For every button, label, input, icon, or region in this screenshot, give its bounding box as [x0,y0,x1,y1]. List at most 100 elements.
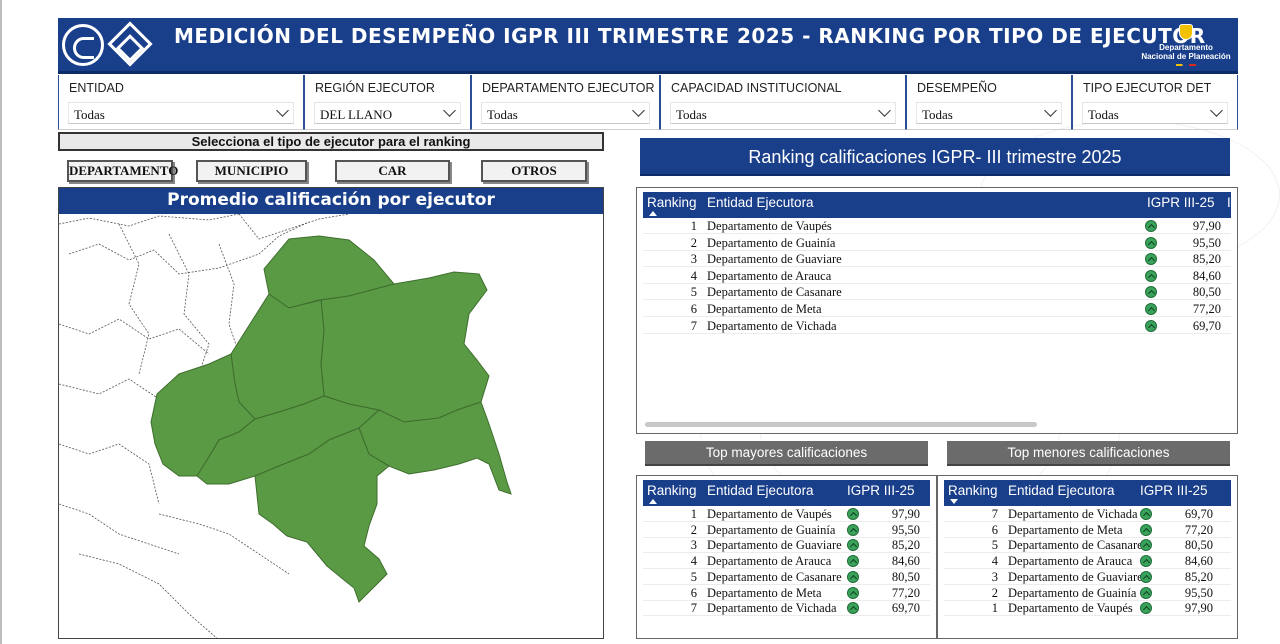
score-cell: 95,50 [1184,585,1213,600]
table-row[interactable]: 2 Departamento de Guainía 95,50 [643,522,930,538]
meta-shape [150,353,256,477]
boundary-line [320,299,325,397]
car-button[interactable]: CAR [335,160,450,182]
rank-cell: 1 [690,219,697,233]
map-panel: Promedio calificación por ejecutor [58,187,604,639]
col-igpr-header[interactable]: IGPR III-25 [1140,483,1208,498]
kpi-up-arrow-icon [1140,523,1152,536]
col-igpr-header[interactable]: IGPR III-25 [1147,195,1215,210]
filter-departamento-ejecutor: DEPARTAMENTO EJECUTOR Todas [471,75,660,130]
filter-label: DEPARTAMENTO EJECUTOR [482,81,655,95]
table-row[interactable]: 5 Departamento de Casanare 80,50 [643,284,1231,301]
table-row[interactable]: 7 Departamento de Vichada 69,70 [643,600,930,617]
capacidad-institucional-dropdown[interactable]: Todas [670,102,896,124]
rank-cell: 2 [991,585,998,600]
top-menores-button[interactable]: Top menores calificaciones [947,441,1230,466]
kpi-up-arrow-icon [1145,319,1157,332]
rank-cell: 2 [690,235,697,250]
table-row[interactable]: 5 Departamento de Casanare 80,50 [643,569,930,585]
entidad-dropdown[interactable]: Todas [68,102,294,124]
kpi-up-arrow-icon [847,602,859,615]
kpi-up-arrow-icon [847,555,859,568]
chevron-down-icon [632,104,645,117]
entity-cell: Departamento de Guaviare [707,252,842,267]
score-cell: 85,20 [1184,569,1213,584]
table-row[interactable]: 4 Departamento de Arauca 84,60 [643,268,1231,284]
rank-cell: 7 [690,601,697,616]
score-cell: 97,90 [891,507,920,521]
score-cell: 77,20 [1184,522,1213,537]
rank-cell: 3 [690,538,697,553]
ranking-table: Ranking Entidad Ejecutora IGPR III-25 I … [636,187,1238,434]
table-row[interactable]: 1 Departamento de Vaupés 97,90 [944,600,1231,617]
kpi-up-arrow-icon [1140,602,1152,615]
desempeno-dropdown[interactable]: Todas [916,102,1062,124]
window-edge [0,0,2,644]
filter-label: REGIÓN EJECUTOR [315,81,435,95]
score-cell: 69,70 [1184,507,1213,521]
table-row[interactable]: 1 Departamento de Vaupés 97,90 [643,506,930,522]
table-row[interactable]: 7 Departamento de Vichada 69,70 [944,506,1231,522]
sort-ascending-icon[interactable] [649,211,657,216]
kpi-up-arrow-icon [1145,220,1157,232]
entity-cell: Departamento de Arauca [707,554,832,569]
boundary-line [218,243,240,355]
col-entidad-header[interactable]: Entidad Ejecutora [1008,483,1115,498]
table-row[interactable]: 4 Departamento de Arauca 84,60 [944,553,1231,570]
departamento-ejecutor-dropdown[interactable]: Todas [481,102,650,124]
rank-cell: 3 [991,569,998,584]
table-row[interactable]: 3 Departamento de Guaviare 85,20 [643,251,1231,268]
rank-cell: 7 [991,507,998,521]
selector-title: Selecciona el tipo de ejecutor para el r… [58,132,604,151]
top-mayores-button[interactable]: Top mayores calificaciones [645,441,928,466]
entity-cell: Departamento de Guaviare [1008,569,1143,584]
table-row[interactable]: 6 Departamento de Meta 77,20 [643,585,930,601]
score-cell: 77,20 [891,585,920,600]
departamento-button[interactable]: DEPARTAMENTO [67,160,178,182]
rank-cell: 6 [690,585,697,600]
score-cell: 95,50 [891,522,920,537]
col-igpr-header[interactable]: IGPR III-25 [847,483,915,498]
table-row[interactable]: 3 Departamento de Guaviare 85,20 [944,569,1231,585]
col-entidad-header[interactable]: Entidad Ejecutora [707,195,814,210]
boundary-line [158,513,290,575]
tipo-ejecutor-det-dropdown[interactable]: Todas [1082,102,1228,124]
boundary-line [308,427,360,455]
rank-cell: 4 [991,554,998,569]
municipio-button[interactable]: MUNICIPIO [196,160,307,182]
table-row[interactable]: 1 Departamento de Vaupés 97,90 [643,218,1231,234]
chevron-down-icon [1210,104,1223,117]
table-row[interactable]: 3 Departamento de Guaviare 85,20 [643,537,930,554]
entity-cell: Departamento de Casanare [707,569,842,584]
entity-cell: Departamento de Vichada [707,601,837,616]
horizontal-scrollbar[interactable] [645,422,1037,427]
col-entidad-header[interactable]: Entidad Ejecutora [707,483,814,498]
llano-inner-boundaries [206,299,390,467]
table-row[interactable]: 7 Departamento de Vichada 69,70 [643,318,1231,334]
col-truncated-header[interactable]: I [1227,195,1231,210]
table-row[interactable]: 6 Departamento de Meta 77,20 [643,301,1231,317]
col-ranking-header[interactable]: Ranking [647,483,697,498]
coat-of-arms-icon [1179,24,1193,40]
kpi-up-arrow-icon [1140,570,1152,583]
table-row[interactable]: 2 Departamento de Guainía 95,50 [944,585,1231,601]
sort-ascending-icon[interactable] [649,499,657,504]
entity-cell: Departamento de Vichada [707,318,837,333]
chevron-down-icon [878,104,891,117]
table-row[interactable]: 2 Departamento de Guainía 95,50 [643,235,1231,251]
table-row[interactable]: 4 Departamento de Arauca 84,60 [643,553,930,570]
page-title: MEDICIÓN DEL DESEMPEÑO IGPR III TRIMESTR… [174,24,1206,48]
region-map[interactable] [59,214,604,639]
rank-cell: 1 [690,507,697,521]
sort-descending-icon[interactable] [950,499,958,504]
boundary-line [59,443,160,505]
table-row[interactable]: 5 Departamento de Casanare 80,50 [944,537,1231,554]
entity-cell: Departamento de Vaupés [707,219,832,233]
col-ranking-header[interactable]: Ranking [647,195,697,210]
otros-button[interactable]: OTROS [481,160,587,182]
entity-cell: Departamento de Meta [707,585,822,600]
col-ranking-header[interactable]: Ranking [948,483,998,498]
table-row[interactable]: 6 Departamento de Meta 77,20 [944,522,1231,538]
boundary-line [118,223,150,375]
region-ejecutor-dropdown[interactable]: DEL LLANO [314,102,461,124]
